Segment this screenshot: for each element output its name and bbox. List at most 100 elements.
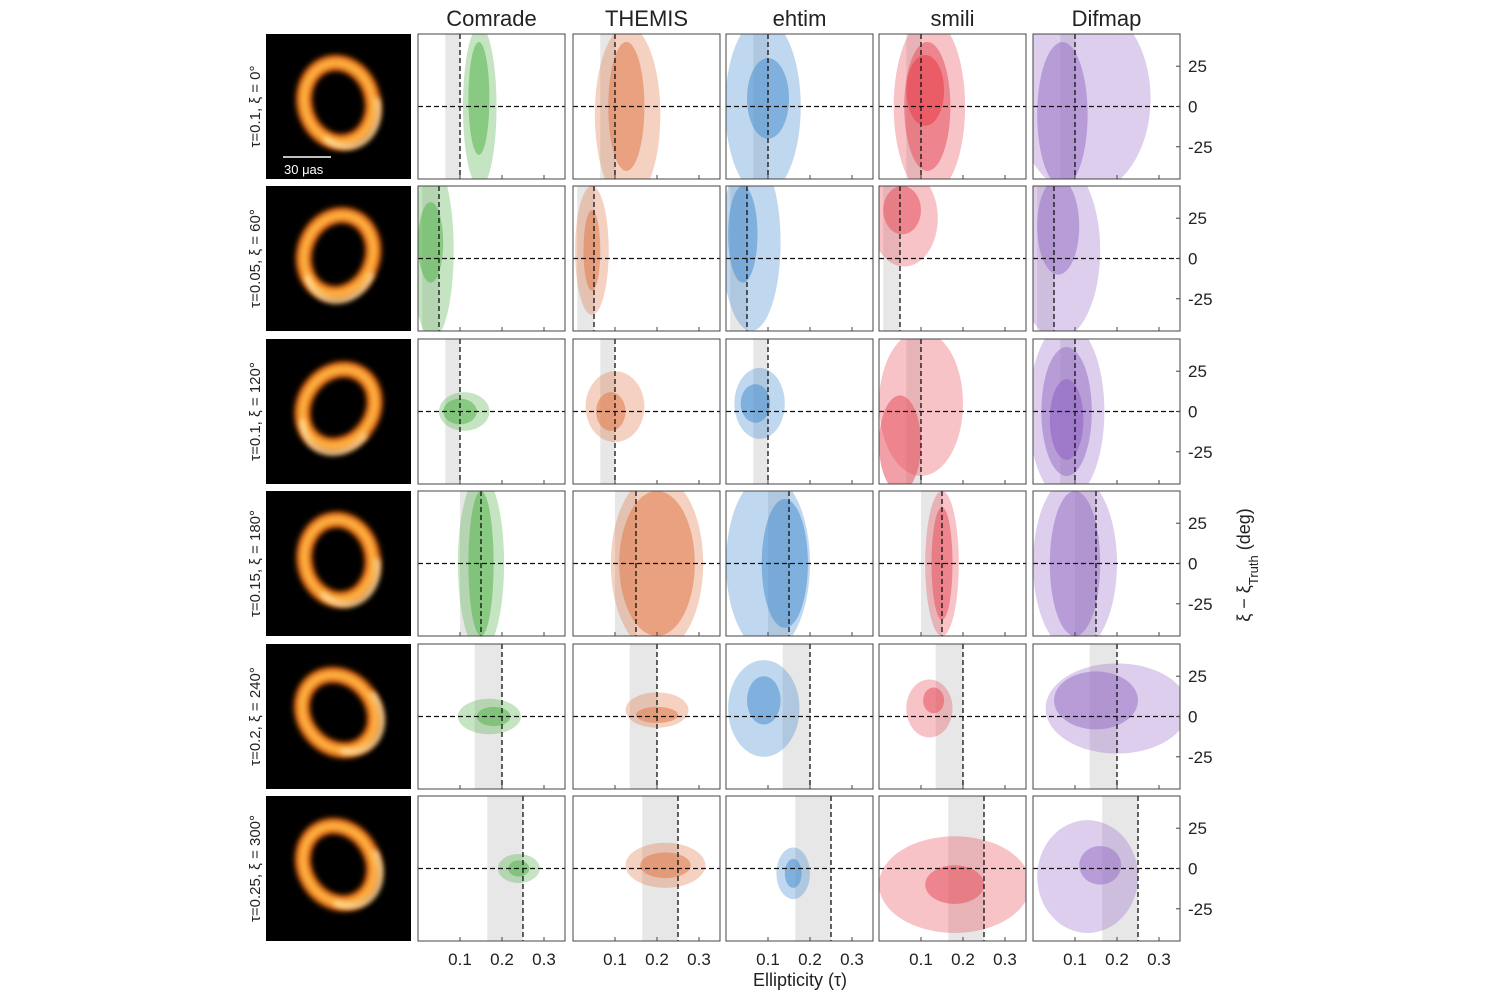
ring [295,207,382,303]
ring [293,666,385,759]
panel [1033,339,1180,484]
x-tick-label: 0.1 [1063,950,1087,969]
panel-frame [417,643,566,790]
x-tick-label: 0.3 [687,950,711,969]
panel-frame [417,185,566,332]
contour [418,202,444,283]
y-tick-label: 0 [1188,860,1197,879]
scale-bar-label: 30 μas [284,162,324,177]
x-tick-label: 0.1 [756,950,780,969]
x-tick-label: 0.2 [951,950,975,969]
column-title: ehtim [773,6,827,31]
panel [1033,34,1180,179]
panel [726,186,873,331]
thumbnail [266,339,411,484]
panel-frame [725,338,874,485]
ring [296,511,381,608]
panel [418,339,565,484]
panel-frame [725,643,874,790]
panel [726,796,873,941]
panel-frame [878,338,1027,485]
row-label: τ=0.1, ξ = 120° [247,362,264,461]
row-label: τ=0.1, ξ = 0° [247,65,264,147]
panel [418,796,565,941]
y-axis-label-sub: Truth [1246,555,1261,585]
panel-frame [725,795,874,942]
y-tick-label: 25 [1188,667,1207,686]
panel-frame [878,795,1027,942]
ring [296,54,381,151]
column-title: Difmap [1072,6,1142,31]
y-tick-label: 25 [1188,819,1207,838]
truth-band [782,644,810,789]
contour [1054,671,1138,730]
x-tick-label: 0.3 [1147,950,1171,969]
panel-frame [417,33,566,180]
x-tick-label: 0.1 [448,950,472,969]
y-tick-label: 0 [1188,555,1197,574]
x-tick-label: 0.2 [645,950,669,969]
ring [294,817,383,912]
thumbnail [266,796,411,941]
ring-hot [307,65,381,149]
panel [418,34,565,179]
ring-core [297,670,380,755]
panel-frame [878,643,1027,790]
row-label: τ=0.15, ξ = 180° [247,510,264,617]
panel-frame [417,490,566,637]
x-tick-label: 0.3 [993,950,1017,969]
panel-frame [878,33,1027,180]
panel [726,644,873,789]
contour [740,384,771,423]
panel [573,796,720,941]
panel [1033,796,1180,941]
panel [573,339,720,484]
y-tick-label: -25 [1188,748,1213,767]
panel-frame [725,490,874,637]
panel-frame [572,490,721,637]
panel [879,796,1026,941]
panel-frame [878,490,1027,637]
ring-core [297,364,380,451]
panel [879,491,1026,636]
y-tick-label: 0 [1188,708,1197,727]
x-tick-label: 0.2 [798,950,822,969]
contour [925,865,984,904]
contour [1037,42,1088,179]
ring-hot [303,220,377,303]
panel [879,644,1026,789]
panel [418,491,565,636]
panel-frame [572,795,721,942]
panel [1033,491,1180,636]
panel-frame [572,643,721,790]
contour [640,852,691,879]
panel [573,34,720,179]
y-tick-label: 0 [1188,250,1197,269]
panel-frame [417,795,566,942]
contour [468,42,490,155]
panel-frame [572,185,721,332]
x-tick-label: 0.1 [603,950,627,969]
panel [573,186,720,331]
contour [596,392,626,431]
panel [726,491,873,636]
contour [1079,845,1122,885]
contour [608,42,645,171]
panel [879,34,1026,179]
y-axis-label: ξ − ξTruth (deg) [1234,508,1261,622]
panel [879,339,1026,484]
column-title: THEMIS [605,6,688,31]
panel-frame [725,185,874,332]
row-label: τ=0.05, ξ = 60° [247,209,264,308]
y-tick-label: 25 [1188,362,1207,381]
y-tick-label: -25 [1188,900,1213,919]
contour [923,687,945,714]
y-tick-label: 25 [1188,57,1207,76]
y-tick-label: -25 [1188,595,1213,614]
x-tick-label: 0.2 [1105,950,1129,969]
ring [294,361,383,455]
panel [418,644,565,789]
panel [726,34,873,179]
ring-core [298,821,379,908]
contour [583,210,601,291]
